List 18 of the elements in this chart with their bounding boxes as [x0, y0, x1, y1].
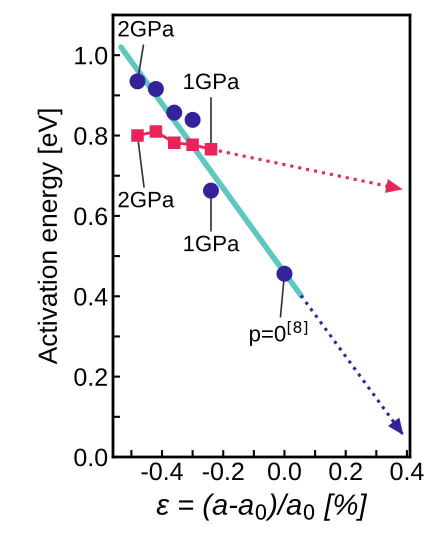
x-tick-label: 0.4	[390, 462, 424, 480]
y-tick-label: 0.6	[74, 208, 108, 226]
x-tick-label: 0.2	[329, 462, 362, 480]
x-tick-label: -0.4	[142, 462, 183, 480]
x-tick-label: -0.2	[202, 462, 244, 480]
x-axis-title: ε = (a-a$_{0}$)/a$_{0}$ [%]	[156, 494, 368, 521]
annotation: p=0$^{[8]}$	[250, 320, 308, 346]
annotation: 2GPa	[118, 192, 174, 208]
y-tick-label: 0.0	[74, 448, 108, 466]
annotation: 2GPa	[118, 20, 174, 37]
x-tick-label: 0.0	[268, 462, 301, 480]
annotation: 1GPa	[184, 74, 240, 90]
y-axis-title: Activation energy [eV]	[38, 110, 62, 364]
y-tick-label: 1.0	[75, 46, 108, 64]
y-tick-label: 0.4	[74, 288, 108, 306]
annotation: 1GPa	[184, 236, 240, 252]
y-tick-label: 0.8	[74, 127, 108, 145]
y-tick-label: 0.2	[74, 368, 107, 386]
